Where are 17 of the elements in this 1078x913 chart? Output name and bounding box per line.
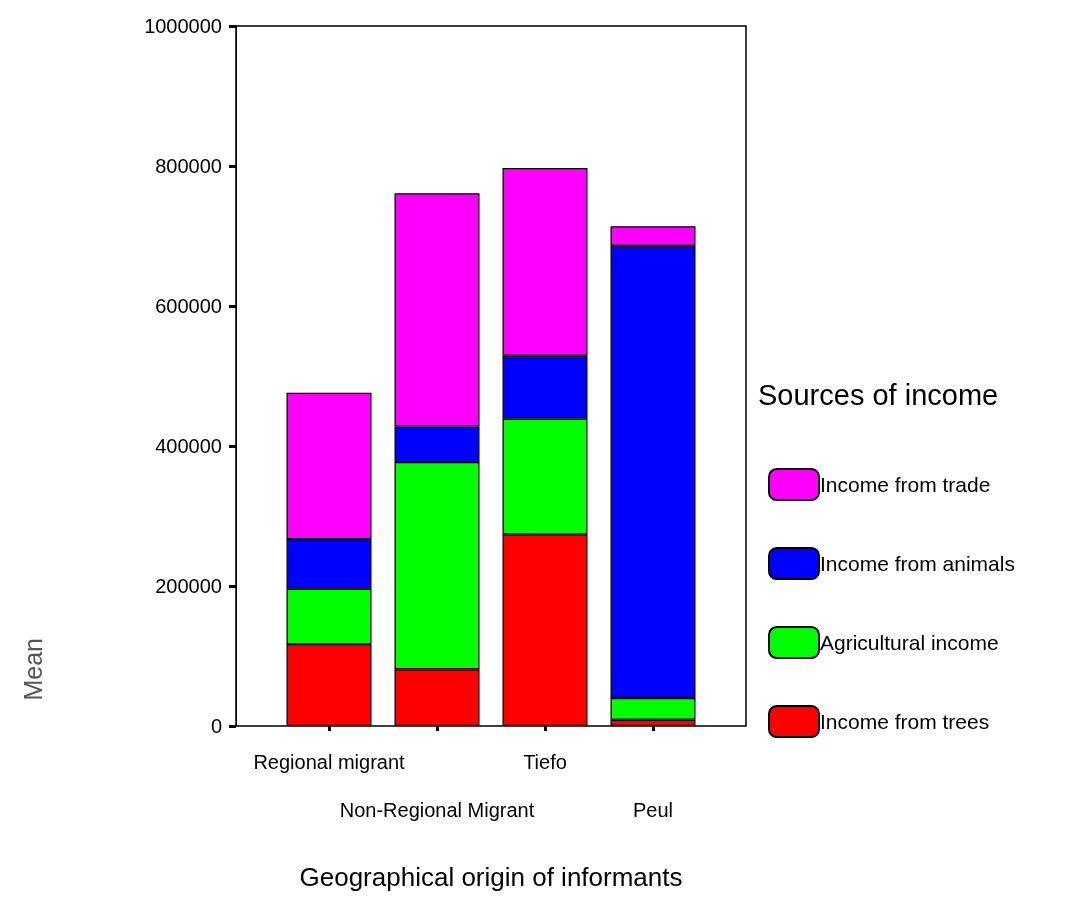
legend-label: Income from trees [820,710,990,733]
x-axis-title: Geographical origin of informants [299,862,683,892]
legend-label: Income from animals [820,552,1015,575]
y-tick-label: 0 [210,715,222,737]
x-tick-label: Non-Regional Migrant [339,799,535,821]
x-tick-label: Peul [632,799,674,821]
y-tick-label: 200000 [155,575,222,597]
x-tick-label: Tiefo [523,751,567,773]
y-tick-label: 600000 [155,295,222,317]
y-tick-label: 800000 [155,155,222,177]
y-tick-label: 400000 [155,435,222,457]
legend-title: Sources of income [758,378,999,411]
legend-label: Income from trade [820,473,991,496]
y-axis-title: Mean [18,637,47,701]
x-tick-label: Regional migrant [253,751,406,773]
y-tick-label: 1000000 [144,15,222,37]
legend-label: Agricultural income [820,631,999,654]
